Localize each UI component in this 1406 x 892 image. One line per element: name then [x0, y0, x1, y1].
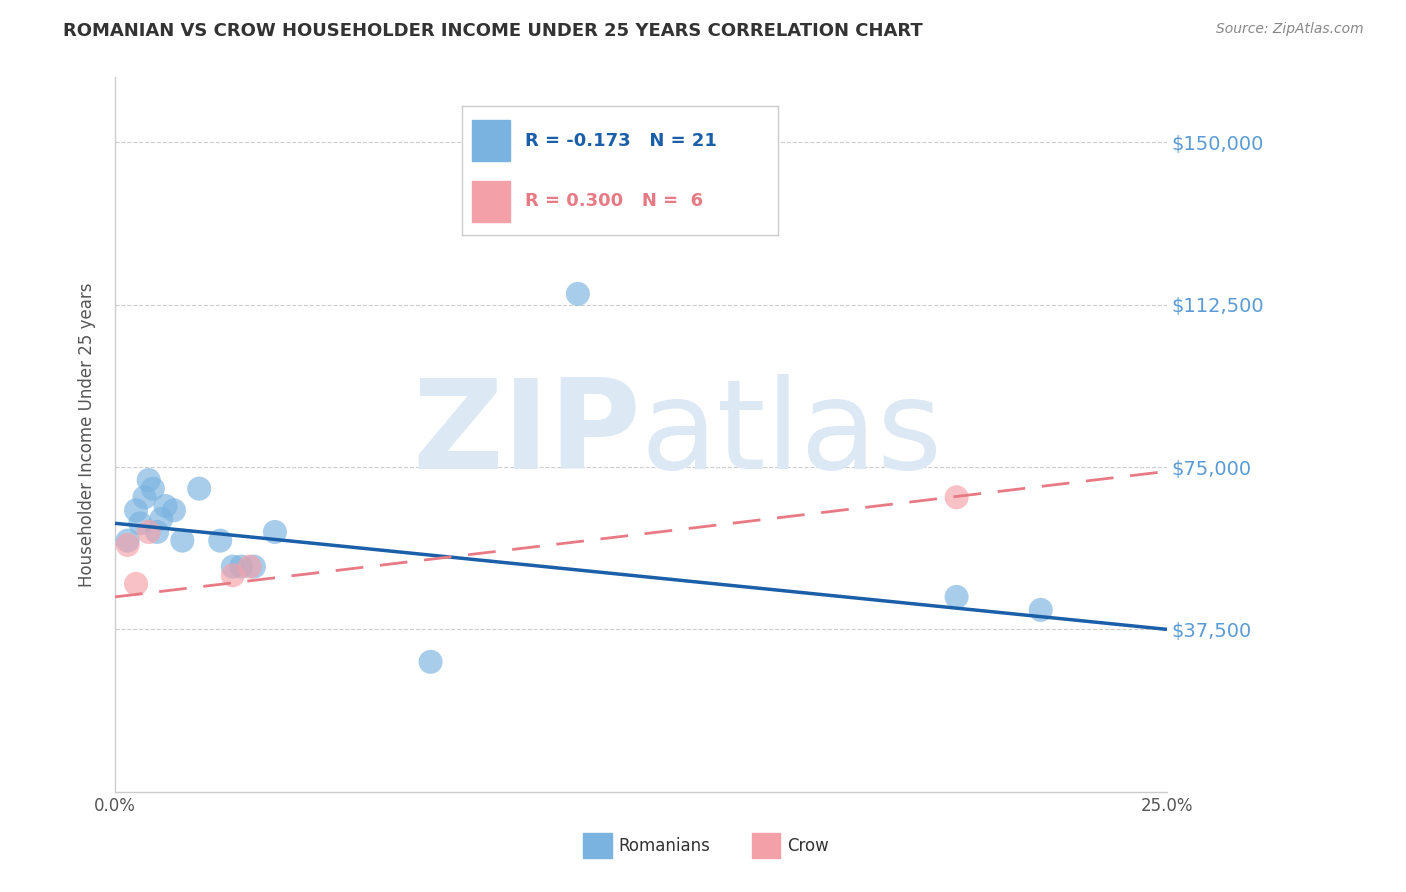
Point: [150, 512, 173, 526]
Point: [117, 533, 139, 548]
Point: [567, 286, 589, 301]
Point: [155, 499, 177, 513]
Point: [243, 559, 266, 574]
Point: [134, 491, 156, 505]
Point: [138, 524, 160, 539]
Point: [239, 559, 262, 574]
Point: [117, 538, 139, 552]
Text: Source: ZipAtlas.com: Source: ZipAtlas.com: [1216, 22, 1364, 37]
Point: [125, 503, 148, 517]
Point: [231, 559, 253, 574]
Point: [945, 491, 967, 505]
Text: atlas: atlas: [641, 374, 943, 495]
Text: Romanians: Romanians: [619, 837, 710, 855]
Point: [129, 516, 152, 531]
Point: [419, 655, 441, 669]
Text: ZIP: ZIP: [412, 374, 641, 495]
Point: [222, 568, 245, 582]
Point: [1029, 603, 1052, 617]
Point: [125, 577, 148, 591]
Text: Crow: Crow: [787, 837, 830, 855]
Point: [209, 533, 232, 548]
Text: ROMANIAN VS CROW HOUSEHOLDER INCOME UNDER 25 YEARS CORRELATION CHART: ROMANIAN VS CROW HOUSEHOLDER INCOME UNDE…: [63, 22, 922, 40]
Point: [146, 524, 169, 539]
Point: [172, 533, 194, 548]
Y-axis label: Householder Income Under 25 years: Householder Income Under 25 years: [79, 283, 96, 587]
Point: [945, 590, 967, 604]
Point: [163, 503, 186, 517]
Point: [222, 559, 245, 574]
Point: [142, 482, 165, 496]
Point: [188, 482, 211, 496]
Point: [138, 473, 160, 487]
Point: [264, 524, 287, 539]
